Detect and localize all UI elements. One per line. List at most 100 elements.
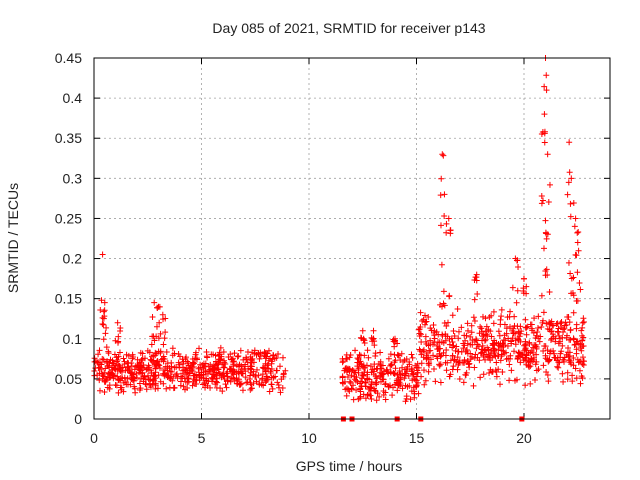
data-point — [415, 326, 422, 333]
data-point — [398, 350, 405, 357]
data-point — [504, 342, 511, 349]
data-point — [202, 380, 209, 387]
data-point — [471, 364, 478, 371]
data-point — [548, 335, 555, 342]
data-point — [425, 314, 432, 321]
data-point — [460, 379, 467, 386]
data-point — [382, 381, 389, 388]
data-point — [421, 381, 428, 388]
data-point — [490, 308, 497, 315]
data-point — [429, 341, 436, 348]
data-point — [130, 374, 137, 381]
data-point — [431, 335, 438, 342]
data-point — [382, 396, 389, 403]
data-point — [282, 367, 289, 374]
data-point — [560, 326, 567, 333]
data-point — [506, 361, 513, 368]
data-point — [273, 367, 280, 374]
data-point — [96, 347, 103, 354]
data-point — [368, 396, 375, 403]
data-point — [517, 323, 524, 330]
data-point — [348, 386, 355, 393]
y-tick-label: 0.25 — [55, 210, 82, 226]
data-point — [192, 349, 199, 356]
data-point — [460, 340, 467, 347]
data-point — [101, 313, 108, 320]
data-point — [343, 392, 350, 399]
data-point — [117, 384, 124, 391]
data-point — [571, 342, 578, 349]
data-point — [446, 293, 453, 300]
data-point — [509, 284, 516, 291]
data-point — [538, 292, 545, 299]
data-point — [222, 381, 229, 388]
data-point — [147, 384, 154, 391]
data-point — [544, 372, 551, 379]
data-point — [484, 332, 491, 339]
data-point — [221, 364, 228, 371]
data-point — [480, 331, 487, 338]
data-point — [559, 370, 566, 377]
data-point — [542, 268, 549, 275]
data-point — [469, 341, 476, 348]
data-point — [151, 337, 158, 344]
data-point — [106, 385, 113, 392]
data-point — [370, 368, 377, 375]
data-point — [482, 315, 489, 322]
data-point — [120, 355, 127, 362]
data-point — [102, 330, 109, 337]
data-point — [277, 389, 284, 396]
data-point — [235, 352, 242, 359]
data-point — [432, 378, 439, 385]
data-point — [520, 290, 527, 297]
data-point — [541, 83, 548, 90]
axis-tick-labels: 0 5 10 15 20 0 0.05 0.1 0.15 0.2 0.25 0.3 0.35 0.4 0.4… — [55, 50, 532, 446]
data-point — [577, 380, 584, 387]
data-point — [565, 179, 572, 186]
data-point — [117, 377, 124, 384]
data-point — [237, 347, 244, 354]
data-point — [146, 380, 153, 387]
data-point — [489, 368, 496, 375]
data-point — [250, 368, 257, 375]
data-point — [91, 355, 98, 362]
data-point — [343, 369, 350, 376]
data-point — [99, 320, 106, 327]
data-point — [128, 370, 135, 377]
data-point — [137, 362, 144, 369]
data-point — [497, 357, 504, 364]
data-point — [279, 354, 286, 361]
data-point — [476, 357, 483, 364]
data-point — [364, 392, 371, 399]
data-point — [500, 348, 507, 355]
data-point — [410, 371, 417, 378]
y-axis-label: SRMTID / TECUs — [5, 183, 21, 293]
data-point — [430, 322, 437, 329]
data-point — [408, 351, 415, 358]
data-point — [511, 322, 518, 329]
data-point — [433, 342, 440, 349]
data-point — [489, 342, 496, 349]
data-point — [154, 385, 161, 392]
data-point — [517, 330, 524, 337]
data-point — [343, 365, 350, 372]
data-point — [523, 331, 530, 338]
data-point — [573, 325, 580, 332]
data-point — [131, 383, 138, 390]
data-point — [575, 228, 582, 235]
data-point — [533, 351, 540, 358]
data-point — [543, 87, 550, 94]
data-point — [526, 340, 533, 347]
data-point — [169, 345, 176, 352]
data-point — [391, 381, 398, 388]
data-point — [485, 326, 492, 333]
data-point — [212, 381, 219, 388]
data-point — [148, 370, 155, 377]
data-point — [439, 151, 446, 158]
data-point — [152, 375, 159, 382]
data-point — [440, 300, 447, 307]
data-point — [279, 385, 286, 392]
data-point — [247, 372, 254, 379]
data-point — [567, 359, 574, 366]
data-point — [550, 347, 557, 354]
